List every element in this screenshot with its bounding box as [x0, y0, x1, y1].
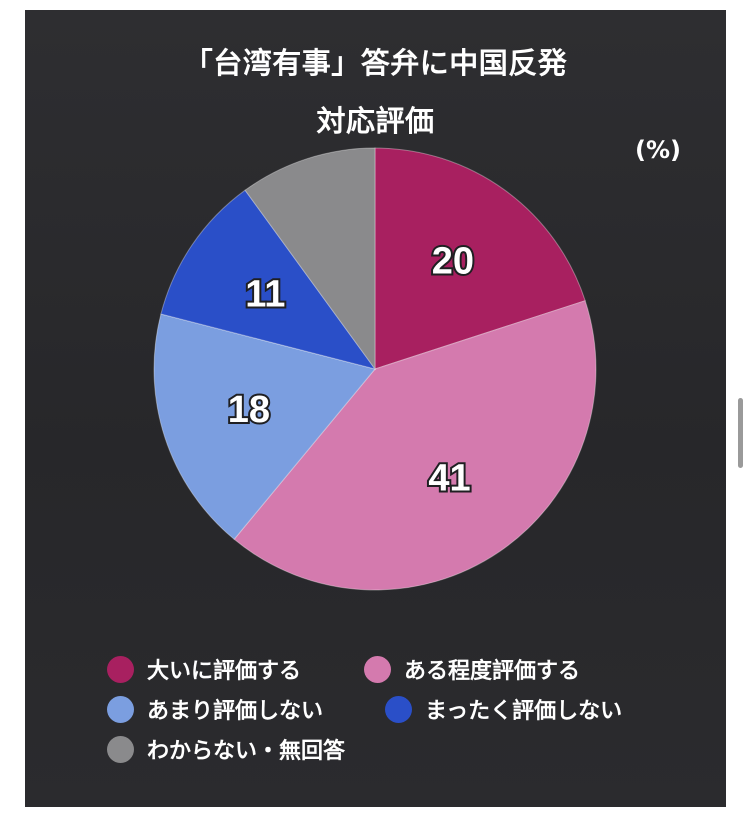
legend-item-dont-know: わからない・無回答 — [107, 733, 345, 765]
legend-swatch — [107, 695, 134, 723]
unit-label: (%) — [635, 136, 681, 164]
legend-label: ある程度評価する — [404, 659, 581, 684]
legend: 大いに評価する ある程度評価する あまり評価しない まったく評価しない わからな… — [25, 10, 726, 807]
pie-slice-not-at-all-approve — [160, 189, 377, 370]
pie-slice-not-much-approve — [153, 313, 376, 540]
chart-subtitle: 対応評価 — [316, 104, 435, 138]
pie-slice-dont-know — [244, 147, 376, 371]
chart-card: 「台湾有事」答弁に中国反発 対応評価 (%) 20 41 18 11 大いに評価する … — [25, 10, 726, 807]
legend-item-strongly-approve: 大いに評価する — [107, 653, 301, 685]
legend-swatch — [107, 655, 134, 683]
pie-slices — [153, 147, 597, 591]
scrollbar-thumb[interactable] — [738, 398, 743, 468]
legend-swatch — [385, 695, 412, 723]
slice-value-label: 11 — [245, 274, 285, 316]
pie-labels: 20 41 18 11 — [226, 239, 476, 502]
slice-value-label: 20 — [432, 241, 474, 283]
legend-label: あまり評価しない — [147, 699, 324, 724]
legend-item-not-at-all-approve: まったく評価しない — [385, 693, 622, 725]
legend-swatch — [107, 735, 134, 763]
legend-label: わからない・無回答 — [147, 739, 346, 764]
pie-slice-strongly-approve — [374, 147, 586, 370]
pie-chart: 20 41 18 11 — [153, 147, 597, 591]
legend-label: 大いに評価する — [147, 659, 302, 684]
slice-value-label: 41 — [428, 458, 470, 500]
legend-item-not-much-approve: あまり評価しない — [107, 693, 323, 725]
legend-label: まったく評価しない — [425, 699, 623, 724]
legend-item-somewhat-approve: ある程度評価する — [364, 653, 580, 685]
legend-swatch — [364, 655, 391, 683]
chart-title: 「台湾有事」答弁に中国反発 — [183, 46, 568, 80]
pie-slice-somewhat-approve — [233, 300, 597, 591]
slice-value-label: 18 — [228, 389, 270, 431]
